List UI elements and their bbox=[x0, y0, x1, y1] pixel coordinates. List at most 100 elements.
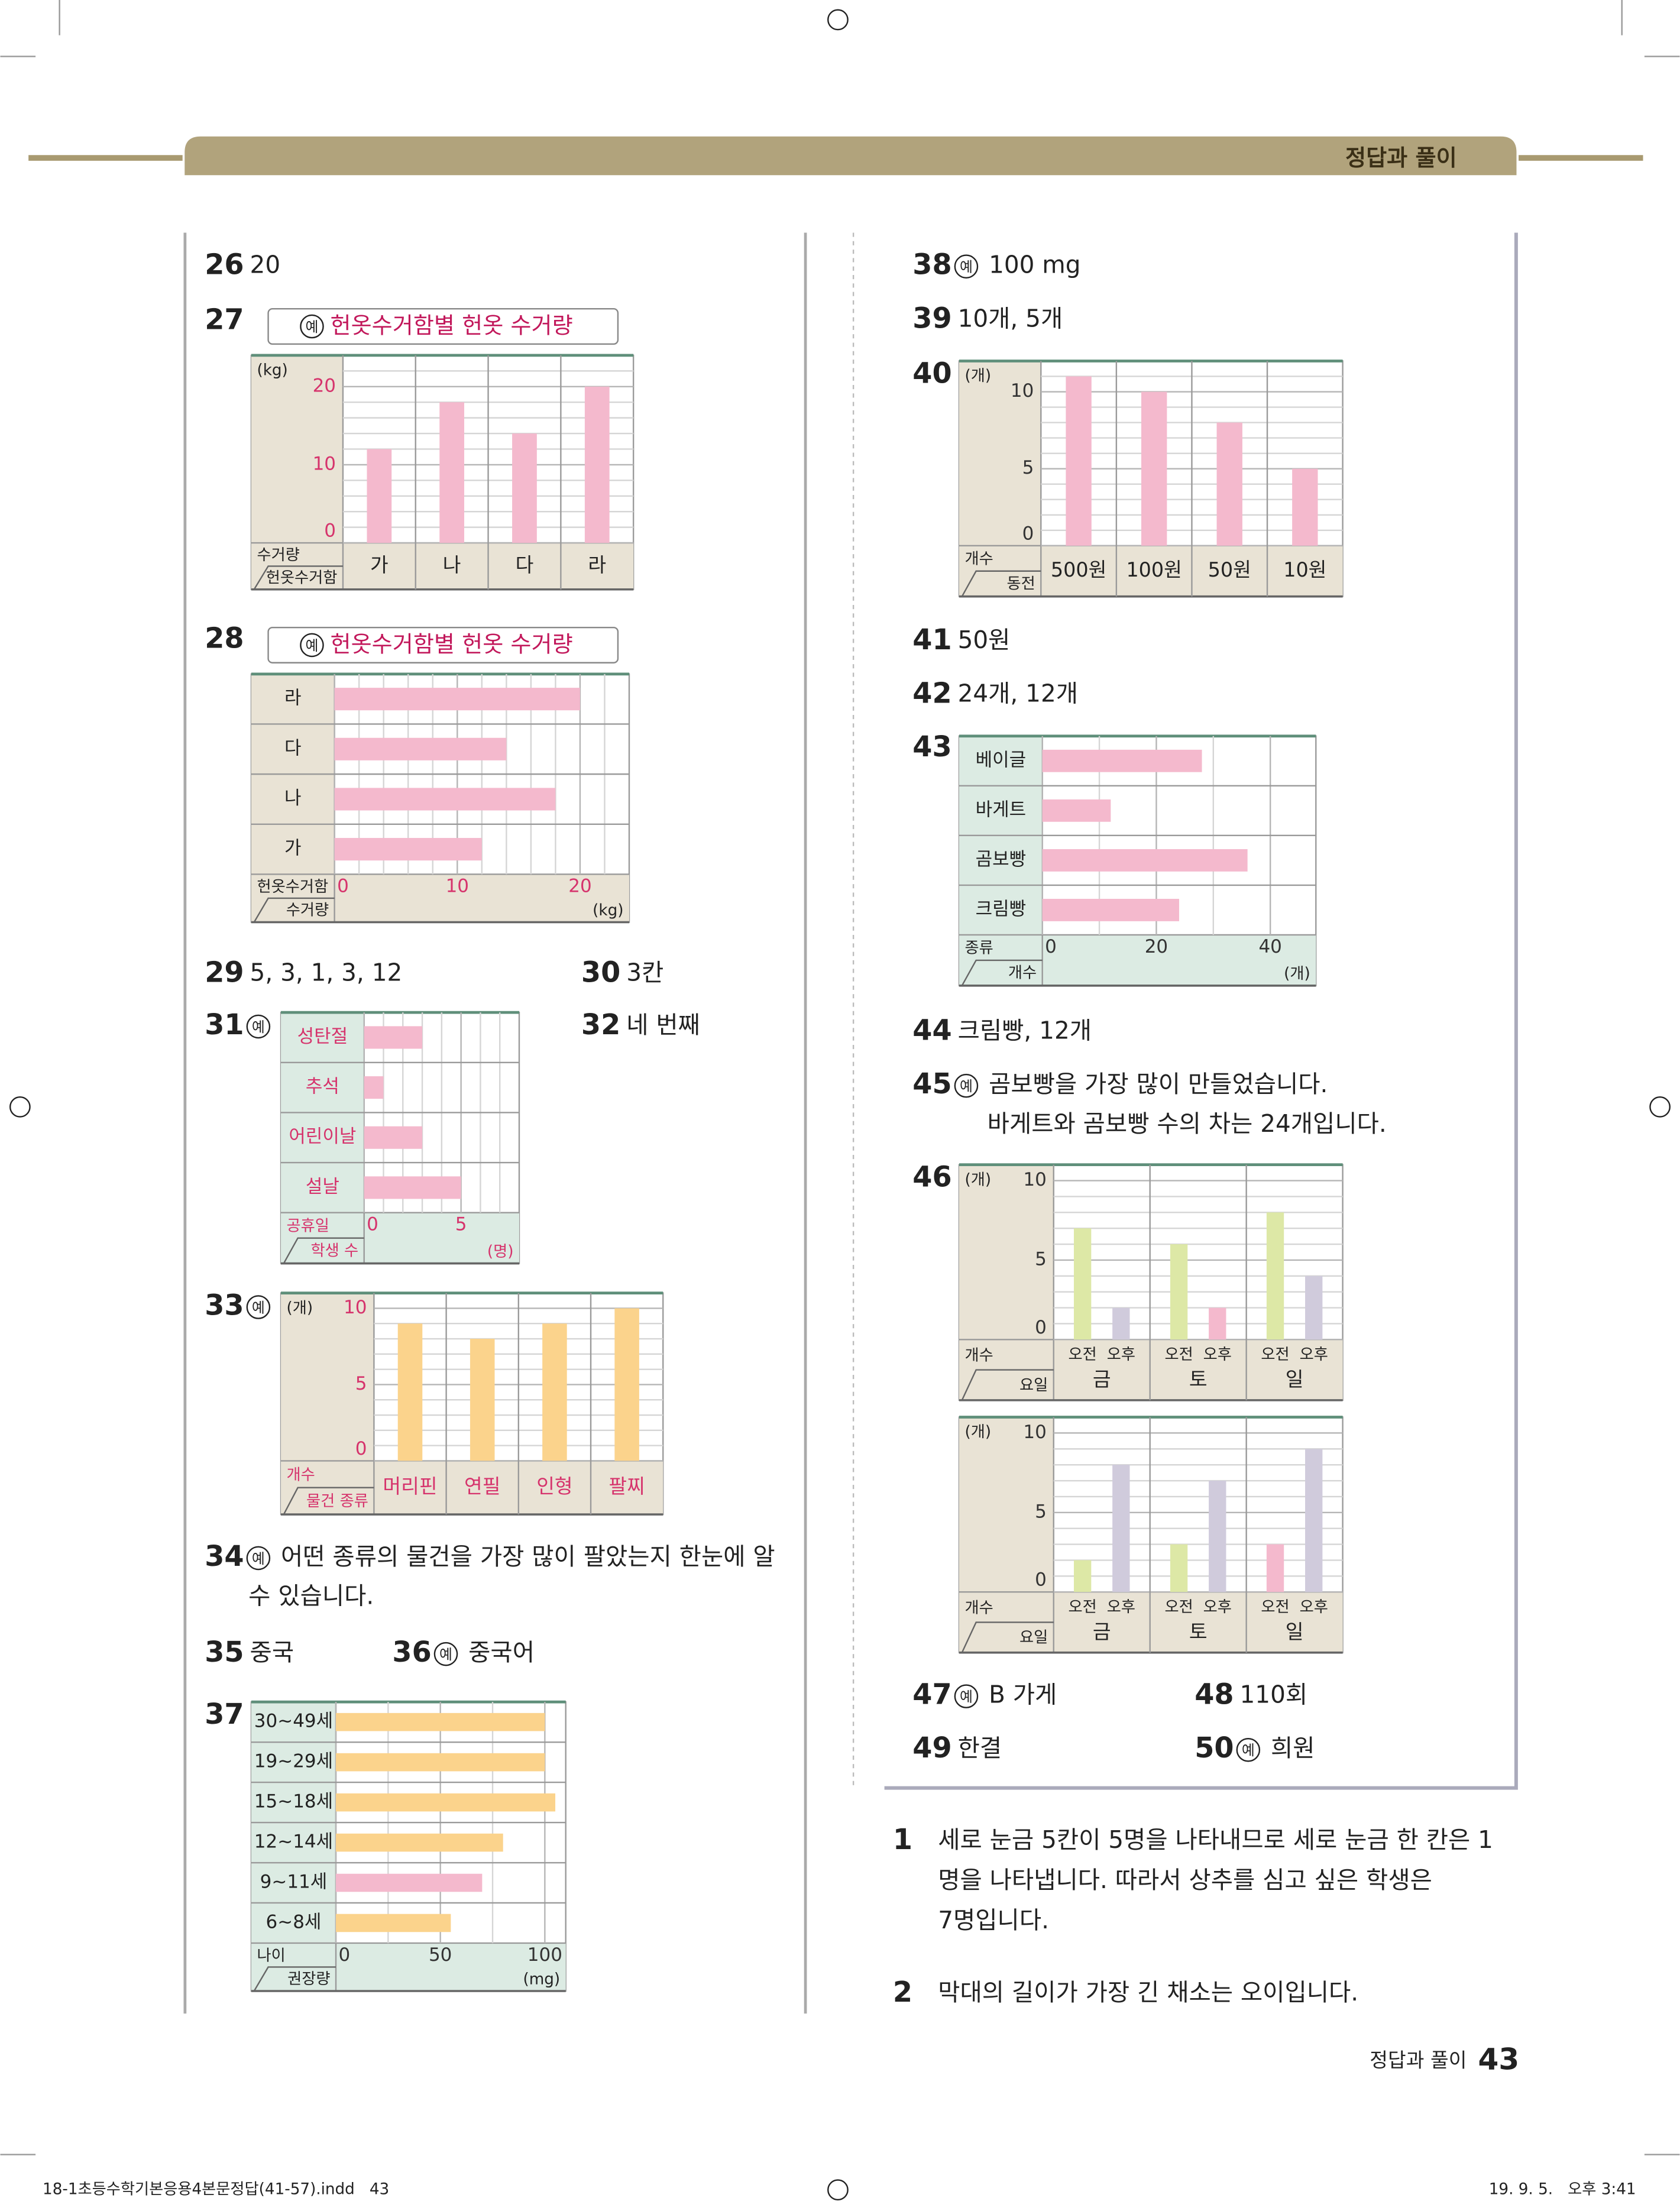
y-tick-label: 0 bbox=[1035, 1569, 1047, 1591]
example-mark-text: 예 bbox=[439, 1646, 452, 1663]
answer-text: B 가게 bbox=[989, 1681, 1057, 1709]
question-number: 40 bbox=[912, 357, 951, 390]
answer-number: 47 bbox=[912, 1679, 951, 1711]
answer-number: 26 bbox=[205, 249, 244, 281]
corner-slash bbox=[253, 897, 335, 923]
category-label: 토 bbox=[1189, 1620, 1208, 1643]
y-tick-label: 5 bbox=[1035, 1248, 1047, 1270]
bar bbox=[364, 1076, 384, 1099]
category-label: 베이글 bbox=[976, 749, 1027, 771]
series-label: 오후 bbox=[1107, 1346, 1135, 1364]
bar bbox=[336, 1793, 556, 1812]
corner-label: 개수 bbox=[965, 1599, 993, 1617]
series-label: 오전 bbox=[1261, 1598, 1289, 1616]
bar bbox=[1073, 1560, 1092, 1592]
example-mark bbox=[300, 633, 324, 658]
x-tick-label: 5 bbox=[455, 1214, 467, 1235]
page-number: 43 bbox=[1478, 2042, 1520, 2077]
answer-number: 44 bbox=[912, 1015, 951, 1047]
bar bbox=[1112, 1307, 1130, 1340]
answer-text: 중국 bbox=[250, 1638, 294, 1666]
corner-label: 종류 bbox=[965, 940, 993, 957]
bar bbox=[334, 688, 580, 711]
example-mark bbox=[954, 254, 979, 279]
corner-label: 물건 종류 bbox=[306, 1493, 368, 1510]
question-number: 33 bbox=[205, 1289, 244, 1322]
example-mark-text: 예 bbox=[306, 319, 319, 335]
corner-label: 수거량 bbox=[286, 902, 329, 920]
category-label: 가 bbox=[284, 838, 302, 859]
answer-number: 41 bbox=[912, 624, 951, 656]
answer-number: 30 bbox=[581, 957, 620, 989]
x-tick-label: 0 bbox=[337, 875, 349, 896]
category-label: 일 bbox=[1286, 1620, 1304, 1643]
answer-number: 35 bbox=[205, 1636, 244, 1669]
category-label: 연필 bbox=[464, 1475, 500, 1498]
bar bbox=[439, 402, 465, 543]
bar bbox=[364, 1126, 423, 1149]
series-label: 오후 bbox=[1300, 1346, 1328, 1364]
answer-text: 바게트와 곰보빵 수의 차는 24개입니다. bbox=[988, 1109, 1387, 1138]
category-label: 500원 bbox=[1051, 558, 1106, 581]
bar bbox=[614, 1308, 639, 1461]
explanation-text: 명을 나타냅니다. 따라서 상추를 심고 싶은 학생은 bbox=[938, 1866, 1432, 1894]
category-label: 100원 bbox=[1126, 558, 1181, 581]
unit-label: (개) bbox=[965, 1171, 992, 1189]
series-label: 오후 bbox=[1203, 1346, 1232, 1364]
unit-label: (개) bbox=[965, 367, 992, 385]
answer-text: 어떤 종류의 물건을 가장 많이 팔았는지 한눈에 알 bbox=[281, 1542, 775, 1571]
answer-text: 곰보빵을 가장 많이 만들었습니다. bbox=[989, 1070, 1328, 1098]
category-label: 라 bbox=[284, 688, 302, 709]
category-label: 금 bbox=[1093, 1368, 1111, 1391]
corner-label: 개수 bbox=[965, 1347, 993, 1365]
category-label: 9~11세 bbox=[260, 1871, 328, 1892]
answer-number: 34 bbox=[205, 1540, 244, 1573]
example-mark bbox=[1236, 1737, 1261, 1762]
y-tick-label: 10 bbox=[1011, 380, 1034, 402]
bar bbox=[1216, 422, 1242, 546]
print-date: 19. 9. 5. 오후 3:41 bbox=[1489, 2181, 1636, 2199]
bar bbox=[364, 1026, 423, 1049]
bar bbox=[1112, 1465, 1130, 1592]
y-tick-label: 10 bbox=[344, 1297, 367, 1318]
answer-box bbox=[884, 232, 1518, 1790]
example-mark-text: 예 bbox=[252, 1550, 265, 1567]
example-mark-text: 예 bbox=[960, 259, 973, 276]
answer-text: 5, 3, 1, 3, 12 bbox=[250, 959, 403, 987]
bar bbox=[1073, 1228, 1092, 1340]
bar bbox=[1042, 849, 1248, 872]
answer-text: 수 있습니다. bbox=[248, 1582, 374, 1610]
y-tick-label: 5 bbox=[1035, 1501, 1047, 1522]
answer-text: 24개, 12개 bbox=[958, 679, 1078, 708]
series-label: 오전 bbox=[1164, 1346, 1193, 1364]
chart-title: 헌옷수거함별 헌옷 수거량 bbox=[330, 632, 572, 658]
bar bbox=[1170, 1544, 1188, 1592]
category-label: 인형 bbox=[536, 1475, 572, 1498]
unit-label: (개) bbox=[965, 1423, 992, 1441]
corner-label: 요일 bbox=[1019, 1377, 1048, 1394]
footer-label: 정답과 풀이 bbox=[1370, 2049, 1467, 2072]
corner-label: 학생 수 bbox=[310, 1242, 358, 1260]
series-label: 오후 bbox=[1107, 1598, 1135, 1616]
bar bbox=[1266, 1212, 1284, 1340]
category-label: 팔찌 bbox=[608, 1475, 645, 1498]
example-mark bbox=[246, 1295, 271, 1319]
corner-label: 수거량 bbox=[257, 546, 299, 564]
category-label: 다 bbox=[516, 553, 534, 577]
question-number: 31 bbox=[205, 1009, 244, 1041]
bar bbox=[1209, 1307, 1226, 1340]
corner-label: 헌옷수거함 bbox=[257, 878, 328, 896]
bar bbox=[336, 1753, 545, 1772]
corner-slash bbox=[961, 1621, 1054, 1653]
x-tick-label: 50 bbox=[429, 1944, 452, 1966]
example-mark bbox=[246, 1546, 271, 1571]
answer-text: 네 번째 bbox=[626, 1011, 700, 1039]
answer-number: 32 bbox=[581, 1009, 620, 1041]
series-label: 오전 bbox=[1164, 1598, 1193, 1616]
example-mark-text: 예 bbox=[960, 1689, 973, 1705]
answer-number: 50 bbox=[1195, 1732, 1234, 1765]
question-number: 46 bbox=[912, 1161, 951, 1193]
y-tick-label: 10 bbox=[1023, 1422, 1046, 1443]
y-tick-label: 20 bbox=[313, 375, 336, 396]
